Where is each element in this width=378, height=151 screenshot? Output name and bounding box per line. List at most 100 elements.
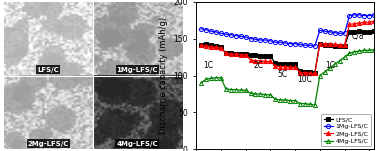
4Mg-LFS/C [303,103,307,104]
4Mg-LFS/C [308,103,312,105]
4Mg-LFS/C [234,89,238,90]
1Mg-LFS/C [243,36,248,38]
1Mg-LFS/C [234,35,238,36]
Text: 1C: 1C [325,61,335,70]
LFS/C [357,30,362,32]
LFS/C [347,31,352,33]
2Mg-LFS/C [239,54,243,56]
Text: 4Mg-LFS/C: 4Mg-LFS/C [116,141,158,146]
1Mg-LFS/C [322,30,327,32]
4Mg-LFS/C [268,94,273,96]
1Mg-LFS/C [352,14,357,16]
LFS/C [263,55,268,56]
2Mg-LFS/C [263,61,268,62]
1Mg-LFS/C [362,15,367,16]
4Mg-LFS/C [352,51,357,53]
1Mg-LFS/C [313,45,317,47]
LFS/C [234,53,238,55]
1Mg-LFS/C [223,33,228,35]
4Mg-LFS/C [357,50,362,52]
1Mg-LFS/C [318,29,322,31]
2Mg-LFS/C [327,43,332,45]
LFS/C [367,31,372,33]
1Mg-LFS/C [214,31,218,33]
LFS/C [342,45,347,47]
4Mg-LFS/C [248,92,253,94]
1Mg-LFS/C [327,31,332,33]
LFS/C [204,43,208,45]
4Mg-LFS/C [199,82,203,84]
2Mg-LFS/C [253,60,258,62]
2Mg-LFS/C [313,72,317,74]
4Mg-LFS/C [288,100,293,102]
4Mg-LFS/C [362,49,367,51]
1Mg-LFS/C [337,32,342,34]
1Mg-LFS/C [258,39,263,41]
4Mg-LFS/C [278,99,282,101]
LFS/C [303,71,307,73]
4Mg-LFS/C [283,99,287,101]
1Mg-LFS/C [218,32,223,34]
1Mg-LFS/C [253,38,258,40]
LFS/C [332,45,337,47]
4Mg-LFS/C [228,89,233,90]
2Mg-LFS/C [293,66,297,68]
1Mg-LFS/C [209,30,213,32]
4Mg-LFS/C [293,100,297,102]
Text: 5C: 5C [278,70,288,79]
2Mg-LFS/C [248,59,253,61]
4Mg-LFS/C [209,78,213,79]
2Mg-LFS/C [372,21,376,22]
LFS/C [352,31,357,33]
1Mg-LFS/C [357,14,362,16]
2Mg-LFS/C [258,60,263,62]
1Mg-LFS/C [298,43,302,45]
LFS/C [209,44,213,46]
4Mg-LFS/C [372,49,376,50]
2Mg-LFS/C [367,21,372,23]
1Mg-LFS/C [283,42,287,44]
1Mg-LFS/C [273,41,277,43]
LFS/C [298,70,302,72]
2Mg-LFS/C [303,72,307,73]
1Mg-LFS/C [248,38,253,39]
4Mg-LFS/C [239,89,243,91]
1Mg-LFS/C [278,41,282,43]
2Mg-LFS/C [288,66,293,68]
Line: 1Mg-LFS/C: 1Mg-LFS/C [199,13,376,48]
2Mg-LFS/C [214,47,218,48]
LFS/C [318,43,322,45]
Line: LFS/C: LFS/C [199,29,376,75]
1Mg-LFS/C [308,44,312,46]
LFS/C [228,52,233,54]
2Mg-LFS/C [352,23,357,25]
LFS/C [337,45,342,47]
2Mg-LFS/C [234,53,238,55]
4Mg-LFS/C [214,77,218,79]
2Mg-LFS/C [332,43,337,45]
2Mg-LFS/C [199,44,203,46]
4Mg-LFS/C [367,49,372,51]
4Mg-LFS/C [258,93,263,95]
2Mg-LFS/C [357,22,362,24]
2Mg-LFS/C [318,43,322,45]
1Mg-LFS/C [199,28,203,30]
2Mg-LFS/C [347,24,352,25]
1Mg-LFS/C [342,32,347,34]
4Mg-LFS/C [243,89,248,91]
4Mg-LFS/C [322,71,327,73]
LFS/C [214,45,218,47]
4Mg-LFS/C [347,52,352,54]
4Mg-LFS/C [337,60,342,62]
LFS/C [253,54,258,56]
2Mg-LFS/C [298,72,302,73]
1Mg-LFS/C [239,35,243,37]
1Mg-LFS/C [263,39,268,41]
LFS/C [288,63,293,65]
1Mg-LFS/C [204,29,208,31]
4Mg-LFS/C [253,93,258,95]
4Mg-LFS/C [298,103,302,104]
1Mg-LFS/C [288,43,293,45]
LFS/C [362,31,367,33]
Text: 1Mg-LFS/C: 1Mg-LFS/C [116,67,158,72]
